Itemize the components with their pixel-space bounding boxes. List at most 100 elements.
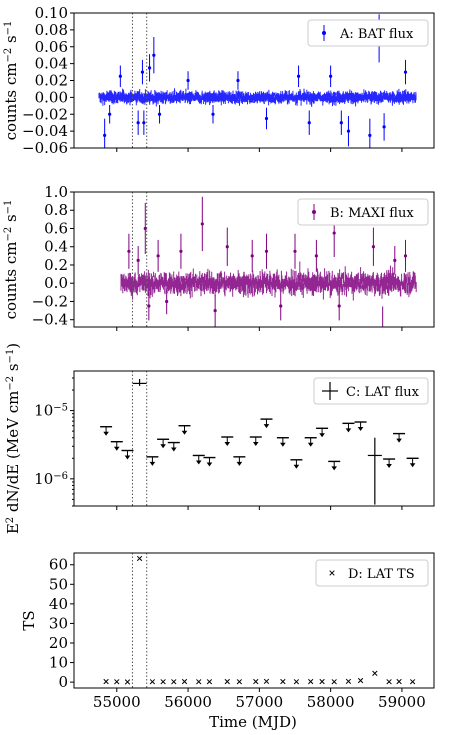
spike-point-A-7 xyxy=(152,53,156,57)
ytick-label-D-6: 0 xyxy=(58,673,68,691)
spike-point-A-1 xyxy=(108,112,112,116)
ul-arrow-1 xyxy=(113,446,120,451)
spike-point-A-13 xyxy=(296,74,301,78)
ul-arrow-3 xyxy=(149,461,156,466)
ts-point-16 xyxy=(308,678,314,685)
ytick-label-D-0: 60 xyxy=(49,556,68,574)
ylabel-D: TS xyxy=(20,610,38,630)
ul-arrow-2 xyxy=(124,455,131,460)
x-axis-label: Time (MJD) xyxy=(209,713,297,731)
spike-point-B-4 xyxy=(156,254,160,258)
ts-point-3 xyxy=(136,555,143,562)
panel-D xyxy=(70,552,435,692)
ul-arrow-15 xyxy=(307,442,314,447)
ul-arrow-19 xyxy=(357,427,364,432)
spike-point-A-8 xyxy=(157,112,162,116)
legend-box-D xyxy=(315,559,429,587)
spike-point-A-21 xyxy=(403,70,408,74)
ts-point-14 xyxy=(280,678,286,685)
xtick-label-4: 59000 xyxy=(378,693,426,711)
ytick-label-A-3: 0.04 xyxy=(35,55,68,73)
legend-marker-dot-B xyxy=(312,210,316,214)
ul-arrow-6 xyxy=(181,430,188,435)
spike-point-A-11 xyxy=(236,78,240,83)
spike-point-B-20 xyxy=(403,254,408,258)
ytick-label-B-2: 0.6 xyxy=(44,219,68,237)
data-layer-C xyxy=(100,379,419,505)
panel-B xyxy=(70,191,435,331)
spike-point-B-15 xyxy=(332,231,336,235)
panel-A xyxy=(70,12,435,152)
ts-point-17 xyxy=(319,678,325,685)
spike-point-B-1 xyxy=(136,258,140,263)
ts-point-8 xyxy=(196,679,202,685)
legend-box-B xyxy=(297,198,429,226)
ylabel-C: E2 dN/dE (MeV cm−2 s−1) xyxy=(4,343,22,534)
ts-point-1 xyxy=(114,679,120,685)
light-curve-A xyxy=(98,88,417,107)
spike-point-B-16 xyxy=(337,304,341,308)
ul-arrow-10 xyxy=(236,461,243,466)
axes-frame-C xyxy=(73,370,435,507)
ytick-label-B-5: 0.0 xyxy=(44,274,68,292)
ts-point-22 xyxy=(386,679,392,685)
ts-point-18 xyxy=(331,679,337,685)
axes-frame-D xyxy=(73,552,435,689)
xtick-label-1: 56000 xyxy=(164,693,212,711)
spike-point-B-18 xyxy=(381,327,384,330)
ytick-label-A-8: −0.06 xyxy=(22,139,68,157)
data-layer-D xyxy=(103,555,416,685)
legend-text-D: D: LAT TS xyxy=(348,567,415,582)
ul-arrow-5 xyxy=(171,447,177,452)
ul-arrow-4 xyxy=(160,444,166,449)
ytick-label-B-7: −0.4 xyxy=(32,311,68,329)
ul-arrow-17 xyxy=(331,466,337,471)
spike-point-A-20 xyxy=(382,125,386,129)
ts-point-6 xyxy=(171,679,177,685)
ylabel-A: counts cm−2 s−1 xyxy=(2,21,20,141)
spike-point-B-2 xyxy=(143,226,147,231)
ts-point-23 xyxy=(396,678,402,685)
legend-marker-dot-A xyxy=(322,31,326,35)
ul-arrow-14 xyxy=(293,464,300,469)
ts-point-15 xyxy=(293,679,300,685)
ts-point-21 xyxy=(372,670,378,676)
spike-point-B-11 xyxy=(264,249,269,253)
legend-box-A xyxy=(307,19,429,47)
ytick-label-A-1: 0.08 xyxy=(35,21,68,39)
xtick-label-3: 58000 xyxy=(307,693,355,711)
ts-point-5 xyxy=(160,679,166,685)
panel-C xyxy=(70,370,435,510)
ul-arrow-21 xyxy=(396,438,402,443)
data-layer-A xyxy=(98,14,417,148)
ul-arrow-13 xyxy=(280,442,286,447)
ytick-label-C-1: 10−6 xyxy=(34,470,68,488)
legend-text-A: A: BAT flux xyxy=(339,27,414,42)
ul-arrow-7 xyxy=(195,460,202,465)
spike-point-B-17 xyxy=(371,245,376,249)
ts-point-19 xyxy=(345,678,352,685)
ytick-label-B-3: 0.4 xyxy=(44,238,68,256)
spike-point-B-9 xyxy=(225,245,229,249)
ytick-label-B-1: 0.8 xyxy=(44,201,68,219)
ytick-label-D-4: 20 xyxy=(49,634,68,652)
ul-arrow-22 xyxy=(409,463,416,468)
spike-point-B-13 xyxy=(293,249,297,253)
light-curve-B xyxy=(120,261,417,301)
ylabel-B: counts cm−2 s−1 xyxy=(2,200,20,320)
ts-point-7 xyxy=(181,678,188,685)
ul-arrow-9 xyxy=(224,442,231,447)
spike-point-A-0 xyxy=(103,133,107,137)
ytick-label-A-0: 0.10 xyxy=(35,4,68,22)
spike-point-B-14 xyxy=(314,254,318,258)
spike-point-B-0 xyxy=(127,249,131,253)
spike-point-A-12 xyxy=(264,116,269,121)
spike-point-B-3 xyxy=(147,304,151,308)
spike-point-A-15 xyxy=(329,74,333,78)
ytick-label-A-6: −0.02 xyxy=(22,105,68,123)
ts-point-11 xyxy=(236,679,243,685)
ul-arrow-8 xyxy=(206,462,213,467)
legend-box-C xyxy=(313,377,429,405)
axes-frame-B xyxy=(73,191,435,328)
